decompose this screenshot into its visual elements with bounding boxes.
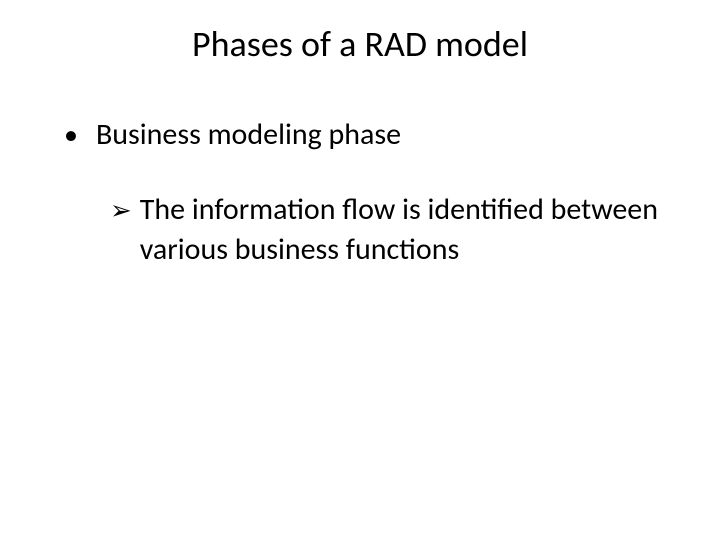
bullet-item-level-1: • Business modeling phase (50, 116, 670, 154)
bullet-marker-dot: • (64, 116, 78, 154)
bullet-text-level-1: Business modeling phase (96, 116, 401, 154)
slide-title: Phases of a RAD model (100, 22, 620, 66)
bullet-item-level-2: ➢ The information flow is identified bet… (50, 190, 670, 270)
slide-container: Phases of a RAD model • Business modelin… (0, 0, 720, 540)
bullet-marker-arrow: ➢ (110, 190, 132, 230)
bullet-text-level-2: The information flow is identified betwe… (140, 190, 660, 270)
